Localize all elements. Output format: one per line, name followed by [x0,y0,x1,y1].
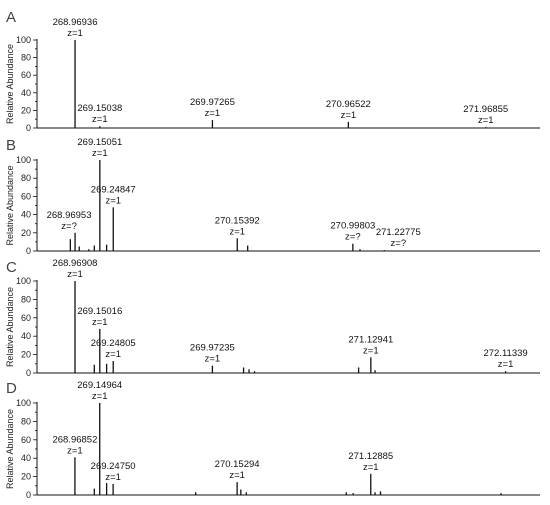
peak-charge-label: z=1 [105,472,121,483]
peak-charge-label: z=1 [67,445,83,456]
y-tick-label: 0 [26,246,31,256]
y-tick-label: 20 [21,105,31,115]
y-tick-label: 100 [16,155,31,165]
y-tick-label: 100 [16,276,31,286]
peak-mz-label: 272.11339 [483,348,527,359]
y-tick-label: 20 [21,472,31,482]
peak-mz-label: 269.15051 [77,137,122,148]
panel-letter: B [6,137,16,154]
peak-charge-label: z=1 [92,317,108,328]
y-tick-label: 40 [21,210,31,220]
y-tick-label: 80 [21,53,31,63]
peak-charge-label: z=1 [205,108,221,119]
peak-mz-label: 271.22775 [376,227,421,238]
y-tick-label: 40 [21,331,31,341]
peak-mz-label: 271.12941 [348,334,393,345]
panel-letter: C [6,259,17,276]
panel-c: C Relative Abundance 0 20 40 60 80 100 268.96908… [5,258,540,378]
y-tick-label: 80 [21,294,31,304]
panel-a: A Relative Abundance 0 20 40 60 80 100 268.96936… [5,9,540,133]
y-tick-label: 0 [26,368,31,378]
y-tick-label: 80 [21,416,31,426]
peak-charge-label: z=1 [363,462,379,473]
peak-charge-label: z=1 [67,28,83,39]
panel-b: B Relative Abundance 0 20 40 60 80 100 268.96953… [5,137,540,256]
peak-charge-label: z=1 [229,226,245,237]
peak-mz-label: 268.96936 [53,17,98,28]
peak-mz-label: 270.15294 [215,459,260,470]
peak-charge-label: z=? [391,238,407,249]
y-tick-label: 40 [21,88,31,98]
y-tick-label: 100 [16,398,31,408]
peak-charge-label: z=? [345,232,361,243]
y-tick-label: 40 [21,453,31,463]
peak-mz-label: 270.96522 [326,99,371,110]
peak-charge-label: z=1 [105,195,121,206]
peak-mz-label: 270.15392 [215,215,260,226]
peak-charge-label: z=1 [92,114,108,125]
peak-mz-label: 269.97265 [190,97,235,108]
panel-letter: A [6,9,16,26]
peak-charge-label: z=? [61,221,77,232]
peak-mz-label: 270.99803 [330,221,375,232]
peak-mz-label: 271.96855 [463,104,508,115]
peak-mz-label: 268.96852 [52,434,97,445]
panel-d: D Relative Abundance 0 20 40 60 80 100 268.96852… [5,380,540,500]
y-tick-label: 0 [26,123,31,133]
y-tick-label: 80 [21,173,31,183]
peak-mz-label: 269.24805 [91,338,136,349]
peak-charge-label: z=1 [92,148,108,159]
y-tick-label: 0 [26,490,31,500]
y-tick-label: 20 [21,350,31,360]
peak-mz-label: 271.12885 [348,451,393,462]
y-axis-label: Relative Abundance [5,409,15,489]
peak-mz-label: 269.24750 [91,461,136,472]
peak-charge-label: z=1 [92,391,108,402]
y-tick-label: 60 [21,191,31,201]
peak-mz-label: 269.15016 [77,306,122,317]
y-axis-label: Relative Abundance [5,287,15,367]
y-tick-label: 100 [16,35,31,45]
peak-charge-label: z=1 [67,269,83,280]
peak-charge-label: z=1 [341,110,357,121]
peak-charge-label: z=1 [105,349,121,360]
peak-charge-label: z=1 [229,470,245,481]
peak-mz-label: 268.96908 [53,258,98,269]
peak-mz-label: 269.24847 [91,184,136,195]
peak-mz-label: 269.15038 [77,103,122,114]
y-tick-label: 20 [21,228,31,238]
peak-mz-label: 269.14964 [77,380,122,391]
panel-letter: D [6,380,17,397]
y-axis-label: Relative Abundance [5,44,15,124]
y-tick-label: 60 [21,70,31,80]
y-axis-label: Relative Abundance [5,165,15,245]
peak-mz-label: 268.96953 [47,210,92,221]
peak-mz-label: 269.97235 [190,343,235,354]
peak-charge-label: z=1 [205,354,221,365]
y-tick-label: 60 [21,313,31,323]
peak-charge-label: z=1 [498,359,514,370]
peak-charge-label: z=1 [478,115,494,126]
peak-charge-label: z=1 [363,345,379,356]
y-tick-label: 60 [21,435,31,445]
